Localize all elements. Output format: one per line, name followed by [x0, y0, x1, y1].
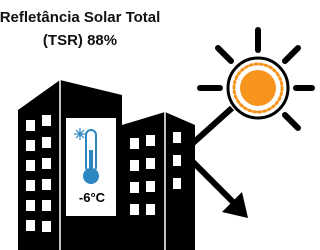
title-line-1: Refletância Solar Total [0, 9, 160, 26]
infographic: Refletância Solar Total (TSR) 88% [0, 0, 315, 250]
buildings [18, 80, 195, 250]
title-line-2: (TSR) 88% [43, 32, 117, 49]
temperature-label: -6°C [79, 190, 106, 205]
sun [200, 30, 312, 128]
